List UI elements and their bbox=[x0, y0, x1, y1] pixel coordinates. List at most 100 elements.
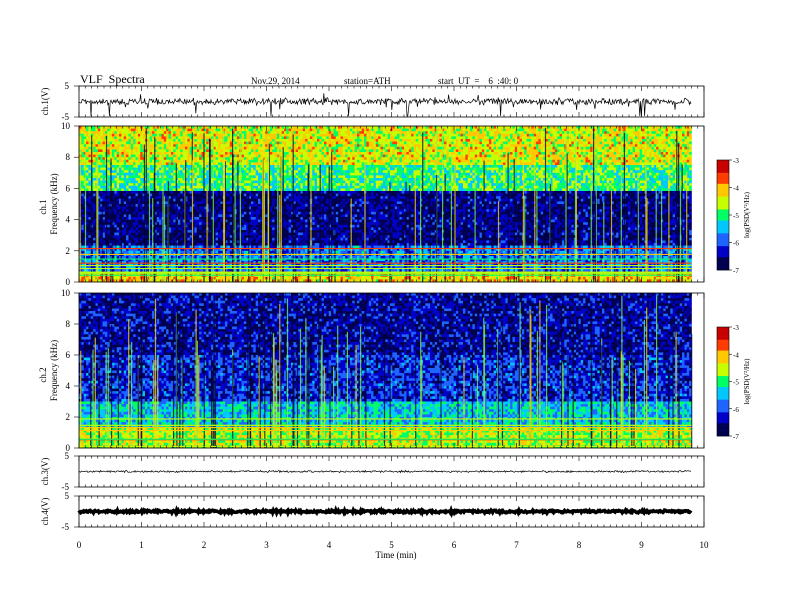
spectrogram-cell bbox=[286, 139, 289, 142]
spectrogram-cell bbox=[519, 128, 523, 132]
spectrogram-cell bbox=[543, 152, 546, 155]
spectrogram-cell bbox=[625, 126, 629, 129]
spectrogram-cell bbox=[576, 162, 579, 166]
spectrogram-cell bbox=[387, 146, 391, 150]
spectrogram-cell bbox=[630, 144, 633, 148]
spectrogram-cell bbox=[590, 131, 593, 135]
spectrogram-cell bbox=[335, 131, 339, 135]
spectrogram-cell bbox=[637, 126, 640, 129]
spectrogram-cell bbox=[298, 154, 301, 158]
spectrogram-cell bbox=[210, 144, 214, 148]
spectrogram-cell bbox=[422, 144, 426, 148]
spectrogram-cell bbox=[253, 159, 256, 163]
spectrogram-cell bbox=[340, 133, 344, 137]
spectrogram-cell bbox=[352, 139, 355, 142]
spectrogram-cell bbox=[578, 139, 582, 142]
spectrogram-cell bbox=[147, 136, 150, 140]
spectrogram-cell bbox=[300, 167, 304, 171]
spectrogram-cell bbox=[123, 139, 127, 142]
spectrogram-cell bbox=[418, 128, 421, 132]
spectrogram-cell bbox=[500, 154, 504, 158]
spectrogram-cell bbox=[524, 152, 527, 155]
spectrogram-cell bbox=[241, 146, 245, 150]
spectrogram-cell bbox=[397, 126, 400, 129]
spectrogram-cell bbox=[342, 165, 346, 168]
spectrogram-cell bbox=[663, 131, 666, 135]
spectrogram-cell bbox=[401, 159, 405, 163]
spectrogram-cell bbox=[559, 162, 563, 166]
spectrogram-cell bbox=[123, 144, 127, 148]
spectrogram-cell bbox=[663, 128, 666, 132]
spectrogram-cell bbox=[253, 162, 256, 166]
spectrogram-cell bbox=[606, 149, 610, 153]
spectrogram-cell bbox=[276, 149, 280, 153]
spectrogram-cell bbox=[630, 141, 633, 145]
spectrogram-cell bbox=[126, 149, 129, 153]
spectrogram-cell bbox=[550, 159, 553, 163]
spectrogram-cell bbox=[632, 154, 636, 158]
spectrogram-cell bbox=[387, 170, 391, 174]
spectrogram-cell bbox=[437, 170, 440, 174]
spectrogram-cell bbox=[679, 139, 683, 142]
spectrogram-cell bbox=[135, 159, 139, 163]
spectrogram-cell bbox=[380, 154, 384, 158]
spectrogram-cell bbox=[286, 131, 289, 135]
spectrogram-cell bbox=[319, 139, 322, 142]
spectrogram-cell bbox=[241, 157, 245, 161]
spectrogram-cell bbox=[467, 165, 471, 168]
spectrogram-cell bbox=[665, 139, 669, 142]
spectrogram-cell bbox=[121, 154, 125, 158]
spectrogram-cell bbox=[114, 133, 117, 137]
spectrogram-cell bbox=[576, 133, 579, 137]
spectrogram-cell bbox=[276, 126, 280, 129]
spectrogram-cell bbox=[241, 172, 245, 176]
spectrogram-cell bbox=[554, 157, 558, 161]
spectrogram-cell bbox=[672, 146, 676, 150]
spectrogram-cell bbox=[154, 157, 158, 161]
spectrogram-cell bbox=[604, 165, 607, 168]
spectrogram-cell bbox=[425, 126, 428, 129]
spectrogram-cell bbox=[616, 139, 619, 142]
spectrogram-cell bbox=[283, 128, 287, 132]
spectrogram-cell bbox=[599, 136, 603, 140]
spectrogram-cell bbox=[175, 136, 179, 140]
spectrogram-cell bbox=[439, 167, 443, 171]
spectrogram-cell bbox=[446, 136, 450, 140]
spectrogram-cell bbox=[663, 144, 666, 148]
spectrogram-cell bbox=[394, 162, 398, 166]
spectrogram-cell bbox=[217, 159, 221, 163]
spectrogram-cell bbox=[514, 167, 518, 171]
spectrogram-cell bbox=[173, 144, 176, 148]
spectrogram-cell bbox=[137, 172, 141, 176]
spectrogram-cell bbox=[258, 162, 261, 166]
spectrogram-cell bbox=[538, 139, 542, 142]
spectrogram-cell bbox=[86, 162, 89, 166]
spectrogram-cell bbox=[83, 141, 87, 145]
spectrogram-cell bbox=[130, 165, 134, 168]
spectrogram-cell bbox=[333, 146, 337, 150]
spectrogram-cell bbox=[187, 167, 191, 171]
spectrogram-cell bbox=[639, 162, 643, 166]
spectrogram-cell bbox=[437, 144, 440, 148]
spectrogram-cell bbox=[399, 152, 403, 155]
spectrogram-cell bbox=[455, 144, 459, 148]
spectrogram-cell bbox=[472, 144, 476, 148]
spectrogram-cell bbox=[536, 165, 539, 168]
spectrogram-cell bbox=[159, 139, 162, 142]
spectrogram-cell bbox=[295, 162, 299, 166]
spectrogram-cell bbox=[316, 141, 320, 145]
spectrogram-cell bbox=[561, 141, 565, 145]
spectrogram-cell bbox=[382, 170, 386, 174]
spectrogram-cell bbox=[415, 128, 419, 132]
spectrogram-cell bbox=[531, 165, 534, 168]
spectrogram-cell bbox=[387, 154, 391, 158]
spectrogram-cell bbox=[375, 162, 379, 166]
spectrogram-cell bbox=[569, 133, 572, 137]
spectrogram-cell bbox=[375, 170, 379, 174]
spectrogram-cell bbox=[613, 157, 617, 161]
spectrogram-cell bbox=[632, 131, 636, 135]
spectrogram-cell bbox=[686, 131, 690, 135]
spectrogram-cell bbox=[168, 144, 172, 148]
spectrogram-cell bbox=[276, 131, 280, 135]
spectrogram-cell bbox=[493, 149, 497, 153]
